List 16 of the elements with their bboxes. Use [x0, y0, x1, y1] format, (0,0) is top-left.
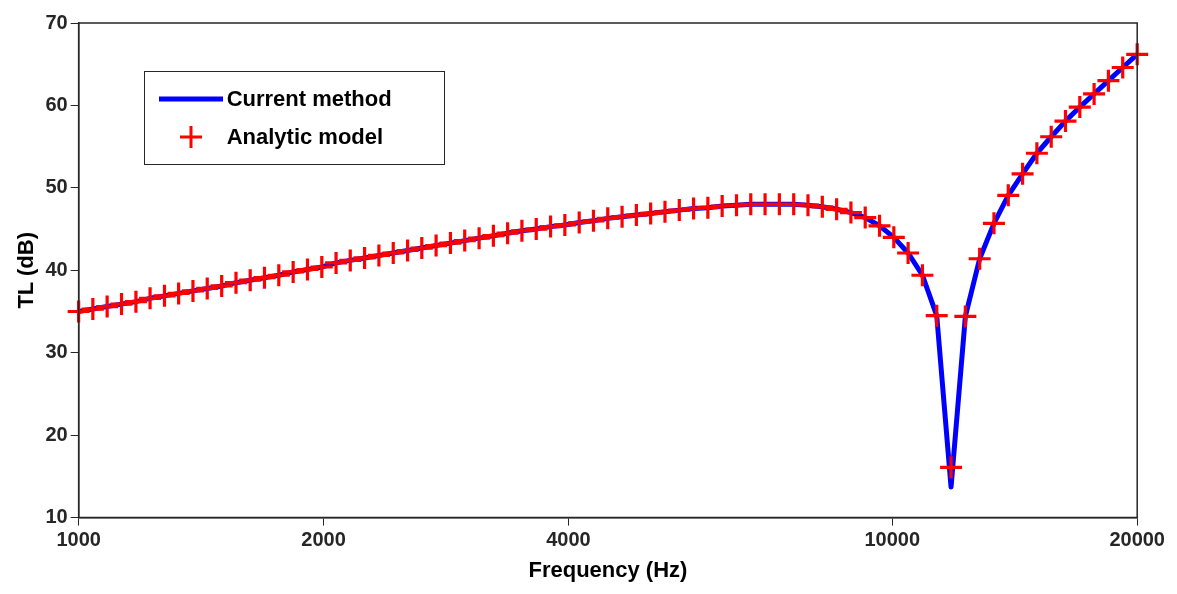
y-tick-label: 40	[45, 257, 68, 280]
x-tick-label: 10000	[864, 528, 921, 551]
legend-label: Current method	[226, 86, 392, 112]
y-tick-label: 60	[45, 92, 68, 115]
y-axis-title: TL (dB)	[13, 232, 39, 309]
y-tick-label: 30	[45, 340, 68, 363]
x-tick-label: 4000	[546, 528, 591, 551]
x-axis-title: Frequency (Hz)	[528, 556, 688, 582]
x-tick-label: 1000	[56, 528, 101, 551]
y-tick-label: 50	[45, 175, 68, 198]
y-tick-label: 70	[45, 10, 68, 33]
x-tick-label: 2000	[301, 528, 346, 551]
x-tick-label: 20000	[1109, 528, 1165, 551]
legend-label: Analytic model	[226, 124, 384, 150]
y-tick-label: 10	[45, 505, 68, 528]
y-tick-label: 20	[45, 422, 68, 445]
